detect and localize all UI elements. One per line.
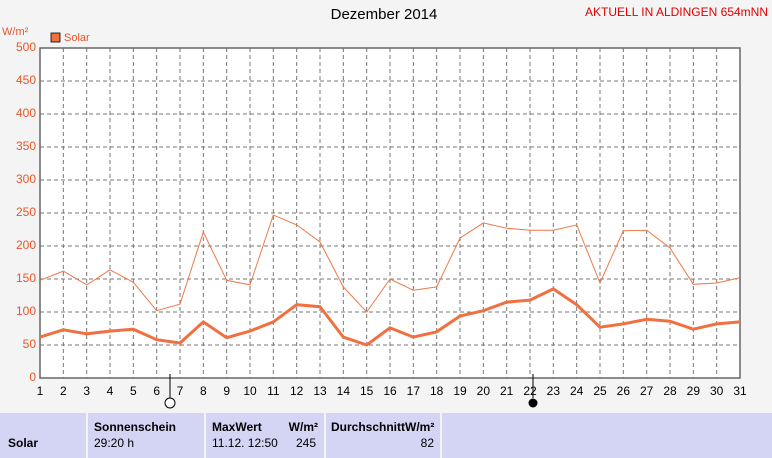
legend-label: Solar [64, 32, 90, 44]
new-moon-icon [528, 398, 538, 408]
x-tick-label: 7 [177, 384, 184, 398]
x-tick-label: 21 [500, 384, 514, 398]
y-tick-label: 450 [16, 73, 36, 87]
x-tick-label: 29 [687, 384, 701, 398]
full-moon-icon [164, 397, 176, 409]
y-axis-label: W/m² [2, 26, 29, 38]
y-tick-label: 0 [29, 370, 36, 384]
value: 245 [296, 436, 316, 450]
x-tick-label: 30 [710, 384, 724, 398]
x-tick-label: 23 [547, 384, 561, 398]
x-tick-label: 4 [107, 384, 114, 398]
legend-swatch [50, 32, 61, 43]
cell [442, 413, 772, 458]
x-tick-label: 15 [360, 384, 374, 398]
summary-table: Solar Sonnenschein 29:20 h MaxWert W/m² … [0, 413, 772, 458]
cell [88, 413, 204, 458]
time: 11.12. 12:50 [212, 436, 278, 450]
value: 82 [421, 436, 435, 450]
x-tick-label: 20 [477, 384, 491, 398]
x-tick-label: 27 [640, 384, 654, 398]
header: MaxWert [212, 420, 262, 434]
chart-title: Dezember 2014 [331, 6, 438, 23]
x-tick-label: 2 [60, 384, 67, 398]
y-tick-label: 500 [16, 40, 36, 54]
data-line [39, 214, 741, 313]
x-tick-label: 5 [130, 384, 137, 398]
x-tick-label: 16 [383, 384, 397, 398]
site-label: AKTUELL IN ALDINGEN 654mNN [585, 5, 768, 19]
unit: W/m² [289, 420, 318, 434]
x-tick-label: 31 [733, 384, 747, 398]
x-tick-label: 11 [267, 384, 280, 398]
x-tick-label: 19 [453, 384, 467, 398]
x-tick-label: 6 [153, 384, 160, 398]
header: Sonnenschein [94, 420, 176, 434]
x-tick-label: 22 [523, 384, 537, 398]
x-tick-label: 3 [83, 384, 90, 398]
cell [0, 413, 86, 458]
x-tick-label: 9 [223, 384, 230, 398]
x-tick-label: 13 [313, 384, 327, 398]
x-tick-label: 26 [617, 384, 631, 398]
x-tick-label: 8 [200, 384, 207, 398]
y-tick-label: 200 [16, 238, 36, 252]
x-tick-label: 14 [337, 384, 351, 398]
y-tick-label: 50 [23, 337, 37, 351]
value: 29:20 h [94, 436, 134, 450]
row-label: Solar [8, 436, 38, 450]
x-tick-label: 1 [37, 384, 44, 398]
y-tick-label: 300 [16, 172, 36, 186]
header: DurchschnittW/m² [331, 420, 434, 434]
x-tick-label: 25 [593, 384, 607, 398]
x-tick-label: 12 [290, 384, 304, 398]
x-tick-label: 17 [407, 384, 421, 398]
plot-frame [39, 47, 741, 379]
y-tick-label: 100 [16, 304, 36, 318]
x-tick-label: 28 [663, 384, 677, 398]
data-line [39, 287, 741, 347]
y-tick-label: 250 [16, 205, 36, 219]
y-tick-label: 350 [16, 139, 36, 153]
cell [206, 413, 324, 458]
x-tick-label: 24 [570, 384, 584, 398]
y-tick-label: 400 [16, 106, 36, 120]
x-tick-label: 10 [243, 384, 257, 398]
y-tick-label: 150 [16, 271, 36, 285]
cell [326, 413, 440, 458]
x-tick-label: 18 [430, 384, 444, 398]
